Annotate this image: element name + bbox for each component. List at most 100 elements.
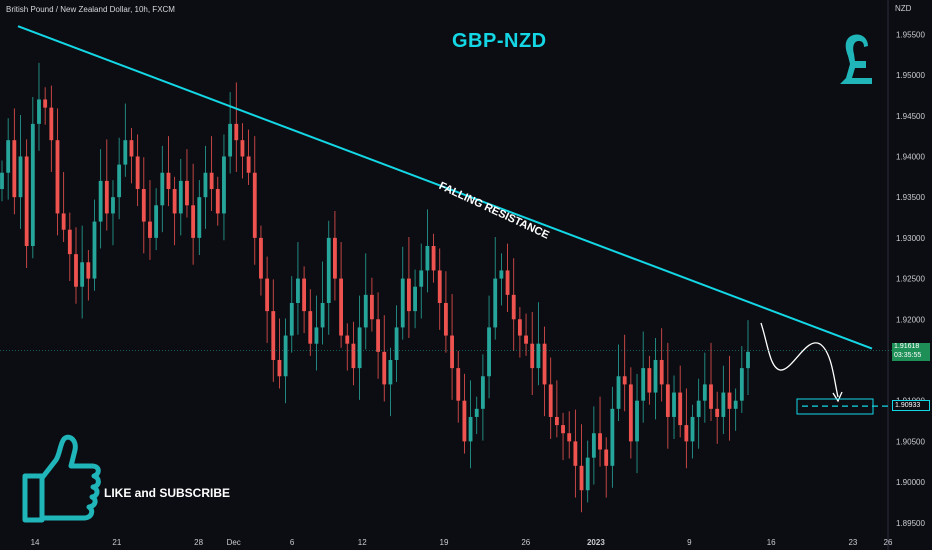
price-tick-label: 1.92000 (896, 315, 925, 324)
candle-body (746, 351, 750, 369)
candle-body (86, 262, 91, 279)
candle-body (702, 384, 707, 401)
candle-body (228, 123, 233, 157)
candle-body (129, 140, 134, 157)
price-tick-label: 1.95000 (896, 71, 925, 80)
candle-body (172, 189, 177, 214)
candle-body (92, 221, 97, 279)
time-tick-label: 26 (521, 538, 530, 547)
candle-body (653, 359, 658, 393)
candle-body (363, 294, 368, 328)
pound-sign-icon (836, 28, 880, 90)
candle-body (320, 302, 325, 328)
time-axis[interactable]: 14 21 28 Dec 6 12 19 26 2023 9 16 23 26 (31, 538, 893, 547)
candle-body (400, 278, 405, 328)
time-tick-label: 16 (767, 538, 776, 547)
price-tick-label: 1.93000 (896, 234, 925, 243)
candle-body (283, 335, 288, 377)
falling-resistance-line[interactable] (17, 25, 873, 350)
candle-body (610, 408, 615, 466)
candle-body (74, 254, 78, 287)
time-tick-label: 14 (31, 538, 40, 547)
pair-title: GBP-NZD (452, 30, 547, 52)
candle-body (665, 384, 670, 417)
candle-body (80, 262, 85, 287)
time-tick-label: 23 (848, 538, 857, 547)
candle-body (289, 302, 294, 336)
candle-body (18, 156, 23, 198)
candle-body (166, 172, 171, 190)
candle-body (314, 327, 319, 344)
candle-body (55, 140, 60, 214)
candle-body (739, 368, 744, 401)
candle-body (721, 392, 726, 417)
candle-body (406, 278, 411, 312)
candle-body (123, 140, 128, 165)
candle-body (61, 213, 66, 230)
candle-body (394, 327, 399, 360)
candle-body (413, 286, 417, 312)
time-tick-label: 12 (358, 538, 367, 547)
candle-body (12, 140, 17, 198)
candle-body (548, 384, 553, 417)
candle-body (579, 465, 584, 491)
time-tick-label: 6 (290, 538, 295, 547)
candle-body (554, 416, 559, 426)
current-price-label: 1.91618 03:35:55 (892, 343, 930, 361)
candle-body (209, 172, 214, 190)
candle-body (561, 425, 565, 434)
target-price-label: 1.90933 (892, 400, 930, 411)
time-tick-label: Dec (227, 538, 241, 547)
candle-body (733, 400, 738, 409)
candle-body (308, 311, 313, 344)
time-tick-label: 19 (440, 538, 449, 547)
price-tick-label: 1.90500 (896, 437, 925, 446)
candle-body (345, 335, 350, 344)
candle-body (234, 123, 239, 141)
candle-body (191, 205, 196, 238)
price-tick-label: 1.90000 (896, 478, 925, 487)
time-tick-label: 28 (194, 538, 203, 547)
candle-body (246, 156, 251, 173)
candle-body (271, 311, 276, 360)
time-tick-label: 2023 (587, 538, 605, 547)
candle-body (450, 335, 454, 369)
candle-body (215, 189, 220, 214)
price-tick-label: 1.94000 (896, 152, 925, 161)
candle-body (474, 408, 479, 417)
candle-body (480, 376, 485, 409)
time-tick-label: 9 (687, 538, 692, 547)
candle-body (499, 270, 504, 279)
candle-body (277, 359, 282, 377)
candle-body (30, 123, 35, 247)
candle-body (240, 140, 245, 157)
candle-body (524, 335, 528, 344)
candle-body (437, 270, 442, 303)
time-tick-label: 21 (112, 538, 121, 547)
projected-path (760, 322, 839, 398)
candle-body (622, 376, 627, 385)
candle-body (567, 433, 572, 442)
candle-body (43, 99, 48, 108)
candle-body (468, 416, 473, 442)
candle-body (616, 376, 621, 409)
candle-body (265, 278, 270, 312)
candle-body (259, 237, 263, 279)
candle-body (672, 392, 676, 417)
chart-symbol-title: British Pound / New Zealand Dollar, 10h,… (6, 5, 175, 14)
bar-countdown: 03:35:55 (894, 351, 922, 359)
candle-body (326, 237, 331, 303)
candle-body (160, 172, 165, 206)
candle-body (431, 246, 436, 271)
candle-body (148, 221, 152, 238)
candle-body (6, 140, 11, 173)
candle-body (67, 229, 72, 255)
subscribe-cta: LIKE and SUBSCRIBE (104, 486, 231, 500)
price-tick-label: 1.95500 (896, 30, 925, 39)
candle-body (104, 180, 109, 214)
candle-body (628, 384, 633, 442)
candle-body (185, 180, 189, 206)
candle-body (382, 351, 387, 385)
